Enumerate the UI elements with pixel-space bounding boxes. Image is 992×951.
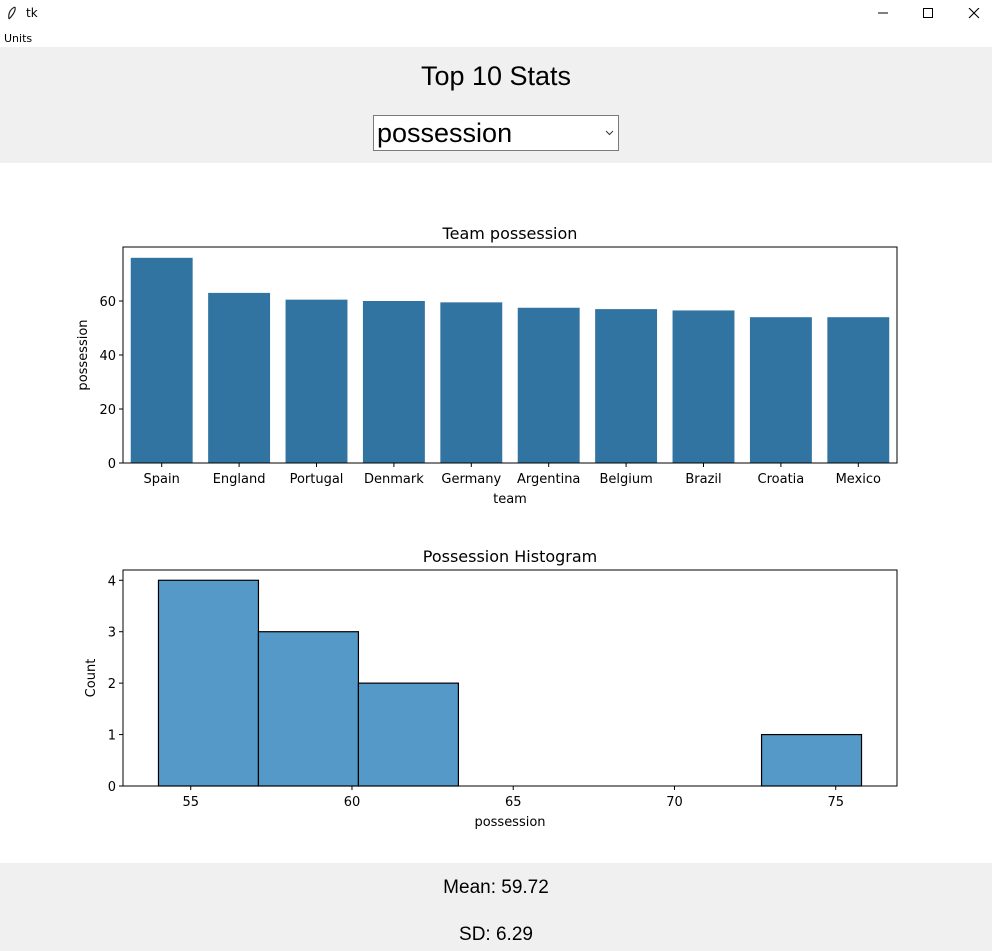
bar-denmark xyxy=(362,301,425,463)
bar-argentina xyxy=(517,307,580,463)
plot-area: 0 20 40 60 Spain England Portugal Denmark German… xyxy=(0,163,992,863)
histogram-xtick-label: 60 xyxy=(344,795,361,810)
histogram-ylabel: Count xyxy=(84,659,99,698)
menu-bar: Units xyxy=(0,28,992,47)
histogram-ytick-label: 3 xyxy=(108,626,116,641)
maximize-icon xyxy=(923,8,933,18)
stat-select-value: possession xyxy=(377,118,513,148)
bar-chart-xtick-label: Germany xyxy=(441,472,501,487)
histogram-xtick-label: 65 xyxy=(505,795,522,810)
bar-chart-xtick-label: Brazil xyxy=(685,472,721,487)
bar-mexico xyxy=(827,317,890,463)
bar-england xyxy=(208,292,271,463)
bar-chart-title: Team possession xyxy=(442,224,578,243)
histogram-bin-2 xyxy=(357,682,459,787)
title-bar: tk xyxy=(0,0,992,28)
window-title: tk xyxy=(26,6,38,20)
histogram-bin-6 xyxy=(760,733,863,787)
bar-chart-ytick-label: 60 xyxy=(99,295,116,310)
minimize-icon xyxy=(878,12,888,14)
bar-croatia xyxy=(749,317,812,463)
sd-label: SD: 6.29 xyxy=(459,924,533,945)
histogram-title: Possession Histogram xyxy=(423,547,598,566)
histogram-xlabel: possession xyxy=(474,815,545,830)
bar-chart-xlabel: team xyxy=(493,492,527,507)
bar-chart-xtick-label: Spain xyxy=(144,472,180,487)
bar-chart-ytick-label: 40 xyxy=(99,349,116,364)
mean-label: Mean: 59.72 xyxy=(443,877,549,898)
bar-spain xyxy=(130,257,193,463)
stats-footer: Mean: 59.72 SD: 6.29 xyxy=(0,863,992,951)
stat-select-dropdown[interactable]: possession xyxy=(373,115,619,151)
histogram-bin-0 xyxy=(157,579,260,787)
histogram-bin-1 xyxy=(257,631,360,787)
bar-chart-xtick-label: Denmark xyxy=(364,472,424,487)
histogram-xtick-label: 55 xyxy=(182,795,199,810)
close-button[interactable] xyxy=(951,0,992,28)
page-title: Top 10 Stats xyxy=(420,61,572,91)
histogram-ytick-label: 4 xyxy=(108,574,116,589)
menu-units[interactable]: Units xyxy=(4,32,33,45)
chevron-down-icon xyxy=(605,130,614,136)
feather-icon xyxy=(8,6,16,20)
bar-chart-ytick-label: 0 xyxy=(108,457,116,472)
bar-chart-xtick-label: Argentina xyxy=(517,472,580,487)
bar-brazil xyxy=(672,310,735,463)
bar-chart-xtick-label: Mexico xyxy=(836,472,881,487)
histogram-ytick-label: 1 xyxy=(108,729,116,744)
bar-chart-ylabel: possession xyxy=(76,319,91,390)
bar-chart-xtick-label: Croatia xyxy=(758,472,805,487)
histogram-frame xyxy=(122,569,898,787)
histogram-ytick-label: 0 xyxy=(108,780,116,795)
bar-belgium xyxy=(595,309,658,463)
maximize-button[interactable] xyxy=(905,0,951,28)
histogram-xtick-label: 70 xyxy=(666,795,683,810)
bar-chart-xtick-label: England xyxy=(213,472,266,487)
header-panel: Top 10 Stats possession xyxy=(0,47,992,163)
histogram-xtick-label: 75 xyxy=(827,795,844,810)
bar-chart-xtick-label: Portugal xyxy=(290,472,344,487)
bar-chart-ytick-label: 20 xyxy=(99,403,116,418)
bar-germany xyxy=(440,302,503,463)
close-icon xyxy=(968,8,980,19)
minimize-button[interactable] xyxy=(860,0,906,28)
bar-chart-xtick-label: Belgium xyxy=(599,472,652,487)
bar-portugal xyxy=(285,299,348,463)
histogram-ytick-label: 2 xyxy=(108,677,116,692)
